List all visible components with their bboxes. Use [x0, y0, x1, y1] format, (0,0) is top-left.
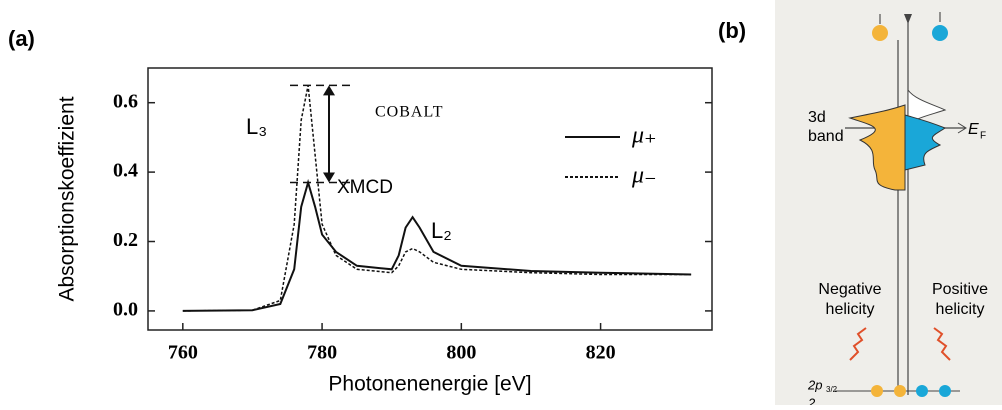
y-tick-label: 0.6 — [113, 90, 138, 112]
y-axis-label: Absorptionskoeffizient — [56, 96, 79, 301]
cut-label: 2 — [807, 395, 816, 405]
electron — [872, 25, 888, 41]
series-line — [182, 85, 692, 312]
core-electron — [871, 385, 883, 397]
l2-label: L₂ — [431, 218, 452, 243]
right-label: Positive — [932, 281, 988, 298]
panel-b: (b) 3d band E F Negative helicity Positi… — [718, 0, 1002, 410]
x-tick-label: 780 — [307, 342, 337, 364]
core-electron — [916, 385, 928, 397]
y-tick-label: 0.4 — [113, 160, 138, 182]
core-sub: 3/2 — [826, 385, 838, 394]
band-label: 3d — [808, 109, 826, 126]
dos-minority — [848, 104, 906, 191]
panel-label: (b) — [718, 18, 746, 43]
arrow-head — [957, 122, 967, 134]
y-tick-label: 0.2 — [113, 229, 138, 251]
x-tick-label: 800 — [446, 342, 476, 364]
arrow-head — [904, 14, 912, 24]
l3-label: L₃ — [246, 114, 267, 139]
right-label: helicity — [936, 301, 985, 318]
arrow-head — [323, 85, 335, 96]
series-line — [182, 178, 692, 312]
legend-label: μ₊ — [631, 123, 657, 149]
xmcd-label: XMCD — [337, 177, 393, 198]
x-tick-label: 760 — [168, 342, 198, 364]
x-tick-label: 820 — [586, 342, 616, 364]
left-label: Negative — [818, 281, 881, 298]
photon — [849, 327, 867, 361]
element-label: COBALT — [375, 104, 444, 121]
core-electron — [939, 385, 951, 397]
legend-label: μ₋ — [631, 163, 657, 189]
electron — [932, 25, 948, 41]
background — [775, 0, 1002, 405]
fermi-sub: F — [980, 131, 986, 142]
core-label: 2p — [807, 377, 822, 392]
dos-majority — [904, 114, 947, 171]
arrow-head — [323, 172, 335, 183]
photon — [933, 327, 951, 361]
panel-label: (a) — [8, 26, 35, 51]
y-tick-label: 0.0 — [113, 299, 138, 321]
core-electron — [894, 385, 906, 397]
fermi-label: E — [968, 121, 979, 138]
left-label: helicity — [826, 301, 875, 318]
plot-frame — [147, 67, 713, 331]
band-label: band — [808, 128, 844, 145]
x-axis-label: Photonenenergie [eV] — [328, 373, 531, 396]
